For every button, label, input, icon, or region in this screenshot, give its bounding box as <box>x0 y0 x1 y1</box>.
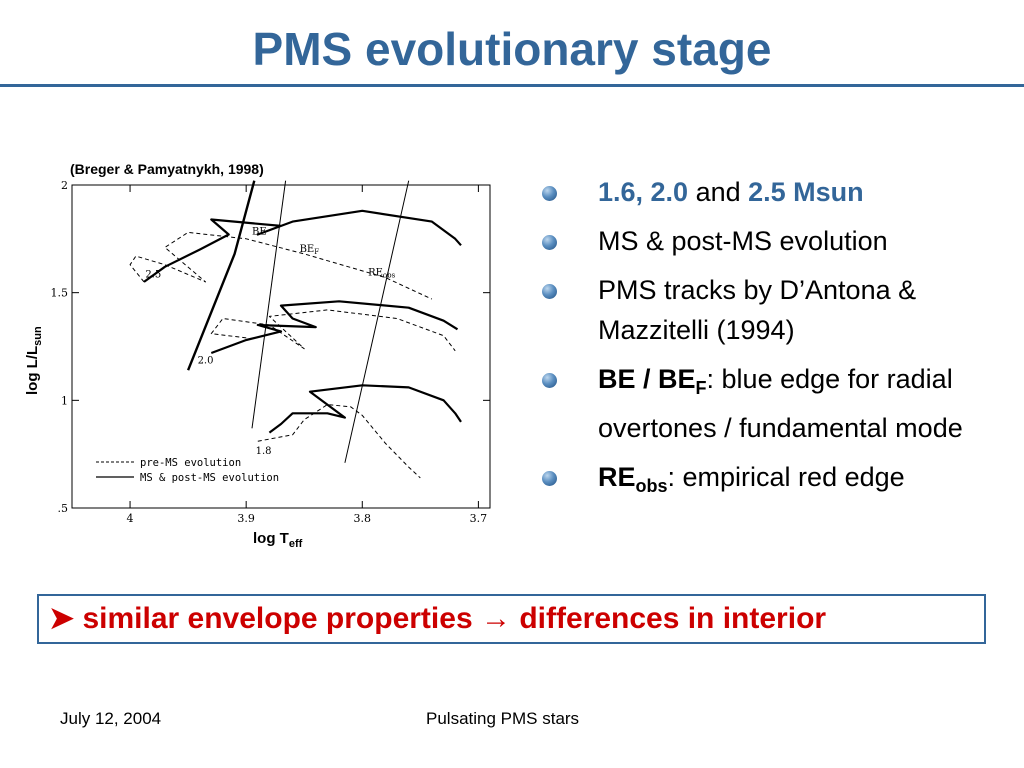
bullet-pms-tracks-text: PMS tracks by D’Antona & Mazzitelli (199… <box>598 275 917 345</box>
bullet-red-edge-text: : empirical red edge <box>667 462 905 492</box>
bullet-blue-edge-sub: F <box>695 378 707 398</box>
x-tick-label: 4 <box>127 512 134 525</box>
bullet-icon <box>542 235 557 250</box>
track-1-8-ms <box>268 384 462 434</box>
x-axis-label: log Teff <box>253 530 302 550</box>
bullet-masses-and: and <box>688 177 749 207</box>
bullet-blue-edge-term: BE / BE <box>598 364 696 394</box>
bullet-icon <box>542 186 557 201</box>
y-axis-label-sub: sun <box>32 326 44 346</box>
bullet-blue-edge-text: : blue edge for radial overtones / funda… <box>598 364 963 443</box>
callout-right: differences in interior <box>519 602 827 635</box>
bullet-list: 1.6, 2.0 and 2.5 Msun MS & post-MS evolu… <box>540 172 1010 515</box>
y-tick-label: 1 <box>61 394 68 407</box>
bullet-icon <box>542 471 557 486</box>
legend-label: pre-MS evolution <box>140 457 241 469</box>
y-axis-label: log L/Lsun <box>24 326 44 395</box>
edge-line-re-obs <box>344 180 410 463</box>
track-label: 2.0 <box>198 356 214 367</box>
callout-box: ➤ similar envelope properties → differen… <box>37 594 986 644</box>
edge-line-be-f <box>251 180 287 429</box>
bullet-masses-unit: 2.5 Msun <box>748 177 864 207</box>
x-tick-label: 3.9 <box>237 512 255 525</box>
plot-frame <box>71 184 491 509</box>
bullet-ms-evolution: MS & post-MS evolution <box>540 221 1010 261</box>
x-tick-label: 3.8 <box>354 512 372 525</box>
track-2-0-pre-ms <box>210 309 456 352</box>
bullet-ms-evolution-text: MS & post-MS evolution <box>598 226 888 256</box>
track-2-0-ms <box>210 300 459 355</box>
edge-line-be <box>186 180 256 371</box>
track-label: 1.8 <box>256 446 272 457</box>
arrowhead-bullet-icon: ➤ <box>49 602 75 635</box>
chart-citation: (Breger & Pamyatnykh, 1998) <box>70 161 264 177</box>
edge-label: REobs <box>368 267 396 279</box>
track-2-5-ms <box>143 209 462 283</box>
bullet-red-edge-term: RE <box>598 462 636 492</box>
callout-left: similar envelope properties <box>82 602 473 635</box>
footer-date: July 12, 2004 <box>60 709 162 728</box>
slide-title: PMS evolutionary stage <box>252 23 772 75</box>
bullet-masses: 1.6, 2.0 and 2.5 Msun <box>540 172 1010 212</box>
y-axis-label-main: log L/L <box>24 345 41 395</box>
bullet-masses-values: 1.6, 2.0 <box>598 177 689 207</box>
track-2-5-pre-ms <box>129 231 433 300</box>
bullet-pms-tracks: PMS tracks by D’Antona & Mazzitelli (199… <box>540 270 1010 350</box>
x-tick-label: 3.7 <box>470 512 488 525</box>
legend-label: MS & post-MS evolution <box>140 472 279 484</box>
bullet-icon <box>542 284 557 299</box>
bullet-red-edge: REobs: empirical red edge <box>540 457 1010 506</box>
x-axis-label-sub: eff <box>288 538 303 550</box>
bullet-red-edge-sub: obs <box>635 476 668 496</box>
title-divider <box>0 84 1024 87</box>
track-1-8-pre-ms <box>257 404 421 479</box>
bullet-icon <box>542 373 557 388</box>
hr-diagram: 4 3.9 3.8 3.7 .5 1 1.5 2 2.5 2.0 1.8 BE BEF REobs pr… <box>51 179 491 525</box>
edge-label: BE <box>252 227 267 238</box>
y-tick-label: .5 <box>58 502 69 515</box>
y-tick-label: 2 <box>61 179 68 192</box>
y-tick-label: 1.5 <box>51 287 69 300</box>
x-axis-label-main: log T <box>253 530 289 547</box>
footer-title: Pulsating PMS stars <box>426 709 580 728</box>
track-label: 2.5 <box>145 270 161 281</box>
bullet-blue-edge: BE / BEF: blue edge for radial overtones… <box>540 359 1010 448</box>
edge-label: BEF <box>300 244 320 256</box>
callout-arrow: → <box>480 602 511 635</box>
